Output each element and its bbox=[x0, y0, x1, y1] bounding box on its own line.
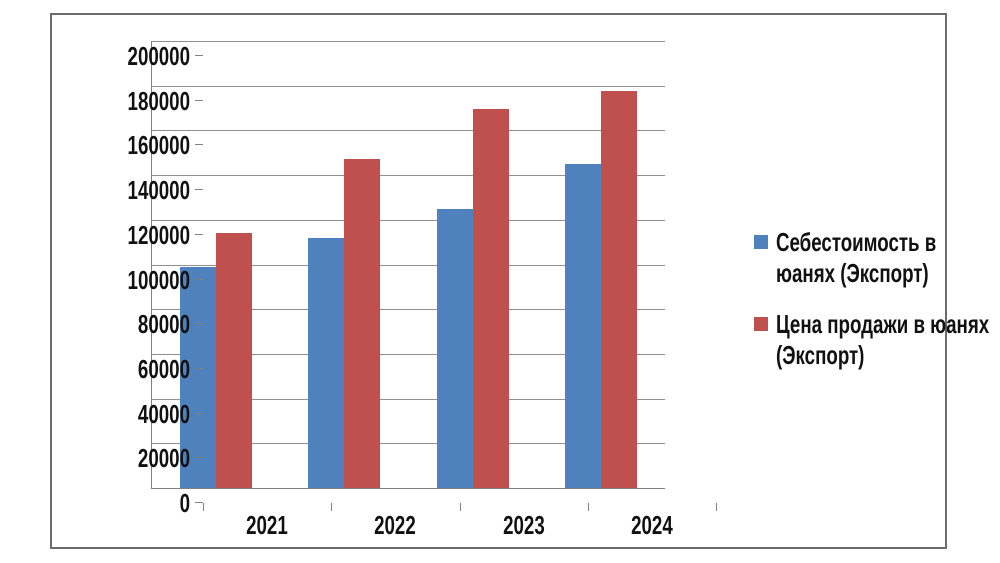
gridline bbox=[152, 41, 665, 42]
gridline bbox=[152, 130, 665, 132]
x-axis-label: 2022 bbox=[331, 512, 459, 539]
gridline bbox=[152, 398, 665, 400]
y-axis-tick bbox=[195, 144, 203, 146]
bar-2024-series2 bbox=[600, 91, 637, 488]
x-axis-label: 2021 bbox=[203, 512, 331, 539]
y-axis-tick-label: 80000 bbox=[137, 309, 190, 340]
x-axis-label-text: 2024 bbox=[631, 510, 673, 540]
y-axis-tick-label: 120000 bbox=[127, 219, 190, 250]
legend-item: Себестоимость в юанях (Экспорт) bbox=[754, 227, 1000, 289]
x-axis-tick bbox=[331, 503, 333, 511]
plot-area bbox=[151, 41, 665, 489]
x-axis-label-text: 2021 bbox=[246, 510, 288, 540]
y-axis-tick bbox=[195, 99, 203, 101]
x-axis-label: 2024 bbox=[588, 512, 716, 539]
y-axis-tick bbox=[195, 55, 203, 56]
legend: Себестоимость в юанях (Экспорт) Цена прод… bbox=[754, 227, 1000, 391]
y-axis-tick bbox=[195, 233, 203, 235]
legend-swatch-icon bbox=[754, 235, 768, 249]
y-axis-tick-label: 20000 bbox=[137, 443, 190, 474]
bar-groups bbox=[152, 41, 665, 488]
legend-label: Себестоимость в юанях (Экспорт) bbox=[776, 227, 937, 288]
y-axis-tick-label: 140000 bbox=[127, 175, 190, 206]
bar-group-2022 bbox=[280, 41, 408, 488]
gridline bbox=[152, 353, 665, 355]
bar-2022-series2 bbox=[344, 159, 381, 488]
bar-group-2023 bbox=[409, 41, 537, 488]
y-axis-tick-label: 100000 bbox=[127, 264, 190, 295]
x-axis-tick bbox=[459, 503, 461, 511]
bar-2023-series1 bbox=[436, 208, 473, 488]
y-axis-tick-label: 180000 bbox=[127, 85, 190, 116]
x-axis-tick bbox=[716, 503, 717, 511]
gridline bbox=[152, 219, 665, 221]
y-axis-tick-label: 200000 bbox=[127, 41, 190, 71]
y-axis-tick bbox=[195, 457, 203, 459]
bar-2022-series1 bbox=[308, 237, 345, 488]
bar-2021-series1 bbox=[180, 266, 217, 488]
y-axis-tick bbox=[195, 412, 203, 414]
gridline bbox=[152, 264, 665, 266]
x-axis-tick bbox=[203, 503, 204, 511]
gridline bbox=[152, 85, 665, 87]
y-axis-tick bbox=[195, 189, 203, 191]
y-axis-tick bbox=[195, 323, 203, 325]
y-axis-tick bbox=[195, 278, 203, 280]
bar-2021-series2 bbox=[216, 233, 253, 488]
legend-swatch-icon bbox=[754, 317, 768, 331]
y-axis-tick-label: 40000 bbox=[137, 398, 190, 429]
legend-item: Цена продажи в юанях (Экспорт) bbox=[754, 309, 1000, 371]
x-axis-tick bbox=[587, 503, 589, 511]
x-axis-label-text: 2022 bbox=[374, 510, 417, 540]
legend-label: Цена продажи в юанях (Экспорт) bbox=[776, 309, 990, 370]
y-axis-tick-label: 60000 bbox=[137, 353, 190, 384]
y-axis-tick bbox=[195, 502, 203, 503]
bar-group-2024 bbox=[537, 41, 665, 488]
gridline bbox=[152, 443, 665, 445]
x-axis-label-text: 2023 bbox=[502, 510, 545, 540]
y-axis-tick bbox=[195, 367, 203, 369]
bar-group-2021 bbox=[152, 41, 280, 488]
x-axis-label: 2023 bbox=[460, 512, 588, 539]
gridline bbox=[152, 309, 665, 311]
y-axis-tick-label: 160000 bbox=[127, 130, 190, 161]
gridline bbox=[152, 175, 665, 177]
bar-2023-series2 bbox=[472, 109, 509, 488]
y-axis-tick-label: 0 bbox=[179, 488, 190, 518]
gridlines bbox=[152, 41, 665, 488]
chart-frame: 0 20000 40000 60000 80000 100000 120000 140000 1… bbox=[50, 13, 989, 549]
bar-2024-series1 bbox=[564, 163, 601, 488]
x-axis-labels: 2021 2022 2023 2024 bbox=[203, 512, 716, 539]
